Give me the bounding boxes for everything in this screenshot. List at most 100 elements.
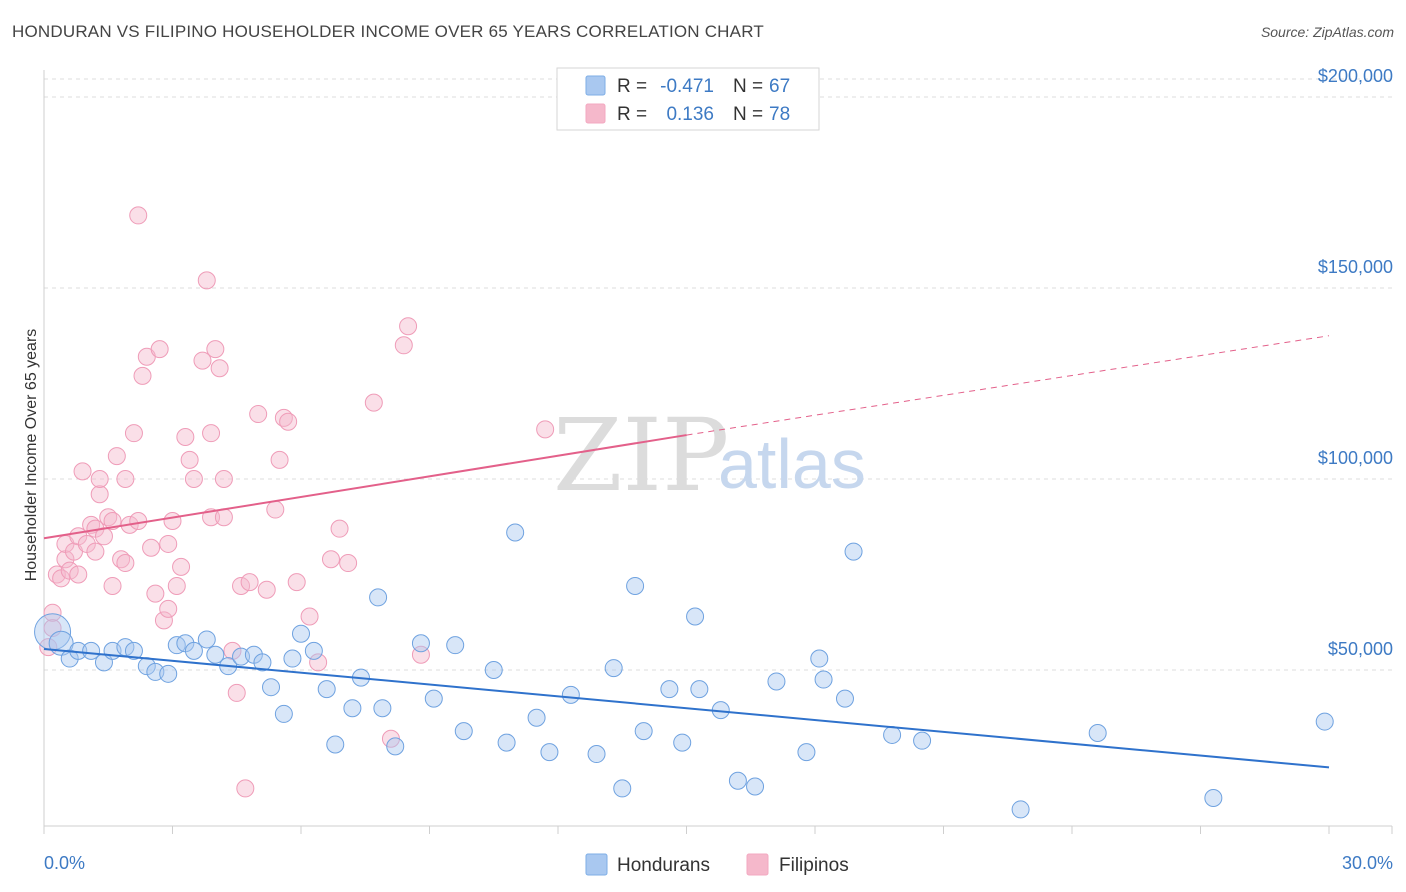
filipino-point xyxy=(159,599,178,618)
legend-n-value-hondurans: 67 xyxy=(769,76,790,97)
honduran-point xyxy=(184,641,203,660)
watermark: ZIP atlas xyxy=(553,397,866,514)
x-axis-ticks xyxy=(43,826,1393,834)
filipino-point xyxy=(69,565,88,584)
honduran-point xyxy=(810,649,829,668)
filipino-point xyxy=(142,538,161,557)
x-tick-label-min: 0.0% xyxy=(44,853,85,873)
honduran-point xyxy=(746,777,765,796)
filipino-point xyxy=(339,554,358,573)
honduran-point xyxy=(484,661,503,679)
honduran-point xyxy=(274,704,293,723)
filipino-point xyxy=(133,366,152,385)
honduran-point xyxy=(446,636,465,655)
bottom-legend-swatch-filipinos xyxy=(746,853,769,876)
chart-title: HONDURAN VS FILIPINO HOUSEHOLDER INCOME … xyxy=(12,22,764,41)
filipino-point xyxy=(146,584,165,603)
honduran-points xyxy=(34,523,1334,819)
filipino-point xyxy=(279,412,298,431)
honduran-point xyxy=(326,735,345,754)
honduran-point xyxy=(913,731,932,750)
filipino-trend-line xyxy=(43,434,687,540)
honduran-point xyxy=(1204,788,1223,807)
honduran-point xyxy=(613,779,632,798)
honduran-point xyxy=(206,645,225,664)
filipino-point xyxy=(116,554,135,573)
honduran-point xyxy=(386,737,405,756)
honduran-point xyxy=(197,630,216,649)
honduran-point xyxy=(660,680,679,699)
legend-swatch-filipinos xyxy=(585,103,606,124)
filipino-point xyxy=(202,424,221,443)
y-tick-labels: $50,000 $100,000 $150,000 $200,000 xyxy=(1318,66,1393,659)
filipino-point xyxy=(249,405,268,424)
filipino-point xyxy=(214,470,233,488)
filipino-point xyxy=(197,271,216,290)
filipino-point xyxy=(536,420,555,439)
filipino-point xyxy=(103,576,122,595)
filipino-point xyxy=(86,542,105,561)
honduran-point xyxy=(262,678,281,697)
filipino-trend-extension xyxy=(686,335,1330,436)
filipino-point xyxy=(270,450,289,469)
filipino-point xyxy=(116,470,135,488)
filipino-point xyxy=(266,500,285,519)
honduran-point xyxy=(673,733,692,752)
legend-r-label-filipinos: R = xyxy=(617,104,647,125)
honduran-point xyxy=(454,722,473,741)
filipino-point xyxy=(129,512,148,531)
filipino-point xyxy=(206,340,225,359)
honduran-point xyxy=(540,743,559,762)
honduran-point xyxy=(626,576,645,595)
bottom-legend: Hondurans Filipinos xyxy=(585,853,849,876)
honduran-point xyxy=(1011,800,1030,819)
y-tick-label: $100,000 xyxy=(1318,448,1393,468)
filipino-point xyxy=(172,557,191,576)
honduran-trend-line xyxy=(43,647,1330,769)
filipino-point xyxy=(107,447,126,466)
filipino-point xyxy=(180,450,199,469)
honduran-point xyxy=(82,641,101,660)
legend-r-label-hondurans: R = xyxy=(617,76,647,97)
filipino-point xyxy=(309,653,328,672)
filipino-point xyxy=(300,607,319,626)
filipino-point xyxy=(167,576,186,595)
filipino-point xyxy=(73,462,92,481)
honduran-point xyxy=(343,699,362,718)
bottom-legend-label-hondurans: Hondurans xyxy=(617,855,710,876)
honduran-point xyxy=(369,588,388,607)
bottom-legend-swatch-hondurans xyxy=(585,853,608,876)
filipino-point xyxy=(103,512,122,531)
honduran-point xyxy=(1088,724,1107,743)
y-tick-label: $200,000 xyxy=(1318,66,1393,86)
filipino-point xyxy=(163,512,182,531)
filipino-point xyxy=(176,427,195,446)
honduran-point xyxy=(506,523,525,542)
honduran-point xyxy=(497,733,516,752)
filipino-point xyxy=(240,573,259,592)
filipino-point xyxy=(154,611,173,630)
honduran-point xyxy=(690,680,709,699)
honduran-point xyxy=(686,607,705,626)
honduran-point xyxy=(835,689,854,708)
filipino-point xyxy=(394,336,413,355)
filipino-point xyxy=(124,424,143,443)
honduran-point xyxy=(844,542,863,561)
y-axis-label: Householder Income Over 65 years xyxy=(23,329,40,582)
filipino-point xyxy=(257,580,276,599)
filipino-point xyxy=(184,470,203,488)
filipino-point xyxy=(399,317,418,336)
honduran-point xyxy=(424,689,443,708)
legend-r-value-filipinos: 0.136 xyxy=(666,104,714,125)
y-tick-label: $50,000 xyxy=(1328,639,1393,659)
bottom-legend-label-filipinos: Filipinos xyxy=(779,855,849,876)
filipino-point xyxy=(232,576,251,595)
filipino-point xyxy=(90,485,109,504)
legend-box: R = -0.471 N = 67 R = 0.136 N = 78 xyxy=(556,67,820,131)
x-tick-label-max: 30.0% xyxy=(1342,853,1393,873)
filipino-point xyxy=(330,519,349,538)
filipino-point xyxy=(227,683,246,702)
honduran-point xyxy=(292,624,310,643)
honduran-point xyxy=(124,641,143,660)
honduran-point xyxy=(411,634,430,653)
